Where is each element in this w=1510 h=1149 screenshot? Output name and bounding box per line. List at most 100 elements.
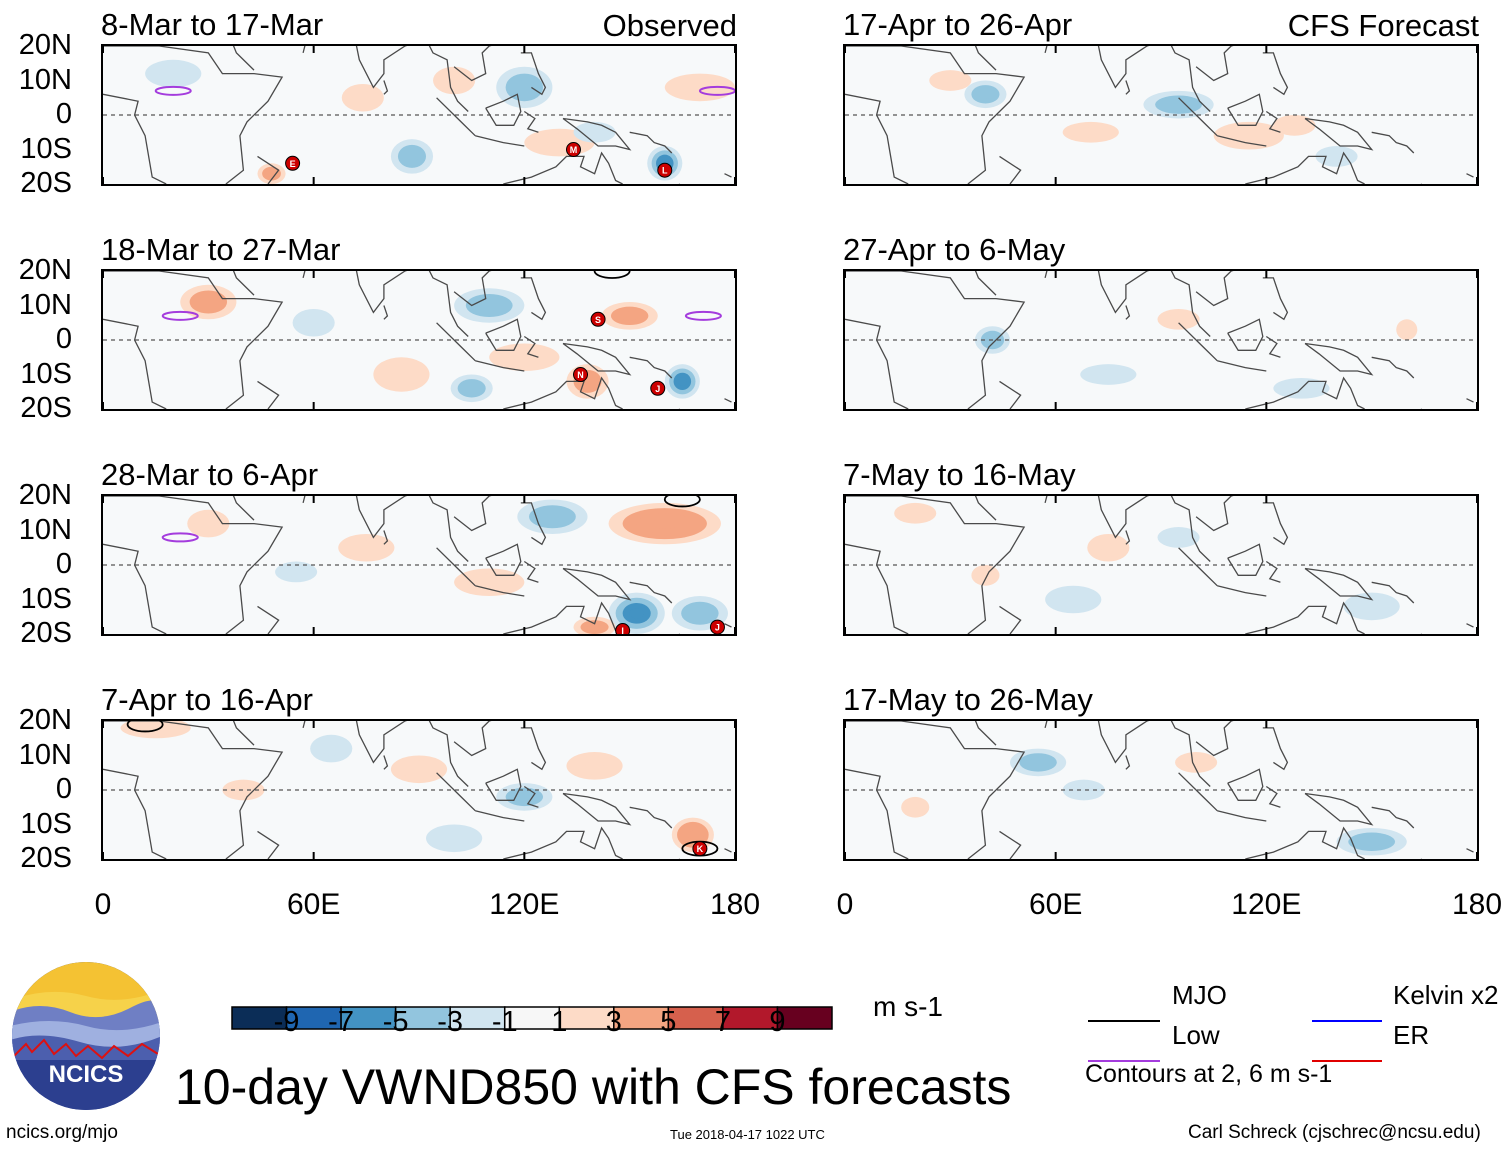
y-tick-label: 20S (20, 167, 72, 199)
anomaly-blob (585, 761, 604, 771)
coastline (1262, 52, 1289, 96)
legend-er-label: ER (1393, 1020, 1430, 1050)
coastline (1125, 80, 1131, 95)
coastline (1304, 342, 1374, 376)
legend-low-label: Low (1172, 1020, 1220, 1050)
coastline (520, 277, 547, 321)
anomaly-blob (320, 741, 342, 756)
x-tick-label: 180 (709, 888, 761, 921)
coastline (1227, 93, 1264, 126)
storm-symbol (692, 841, 708, 857)
colorbar-tick-label: 9 (769, 1006, 786, 1038)
anomaly-blob (939, 75, 961, 86)
map-canvas: K (103, 721, 735, 859)
anomaly-blob (352, 90, 374, 105)
legend-kelvin-label: Kelvin x2 (1393, 980, 1499, 1010)
legend-kelvin-line (1312, 1020, 1382, 1022)
anomaly-blob (687, 830, 699, 840)
colorbar-tick-label: -3 (437, 1006, 464, 1038)
coastline (485, 543, 522, 576)
coastline (845, 46, 1026, 184)
y-tick-label: 10N (18, 288, 72, 321)
colorbar-tick-label: 5 (660, 1006, 677, 1038)
coastline (257, 830, 280, 859)
coastline (1217, 135, 1267, 147)
coastline (355, 271, 469, 337)
coastline (1265, 785, 1281, 808)
anomaly-blob (677, 377, 687, 386)
coastline (974, 496, 997, 521)
colorbar-tick-label: -5 (382, 1006, 409, 1038)
coastline (453, 46, 492, 82)
coastline (523, 560, 539, 583)
map-canvas (845, 46, 1477, 184)
coastline (1217, 810, 1267, 822)
coastline (453, 271, 492, 307)
colorbar (231, 1006, 833, 1030)
coastline (436, 322, 476, 362)
ncics-logo: NCICS (12, 962, 160, 1110)
legend-mjo-line (1088, 1020, 1160, 1022)
coastline (1227, 768, 1264, 801)
anomaly-blob (540, 510, 565, 523)
map-canvas (845, 271, 1477, 409)
coastline (1044, 496, 1048, 504)
mjo-contour (126, 721, 164, 733)
anomaly-blob (1166, 100, 1191, 110)
coastline (562, 792, 632, 826)
coastline (1195, 496, 1234, 532)
anomaly-blob (688, 82, 712, 92)
y-tick-label: 20S (20, 617, 72, 649)
storm-symbol (709, 619, 725, 634)
logo-text: NCICS (49, 1061, 124, 1088)
forecast-map-3 (843, 494, 1479, 636)
mjo-contour (593, 271, 631, 279)
coastline (1178, 547, 1218, 587)
storm-marker: S (590, 311, 606, 327)
anomaly-blob (285, 566, 307, 578)
coastline (520, 727, 547, 771)
coastline (475, 585, 525, 597)
coastline (1125, 530, 1131, 545)
contour-note: Contours at 2, 6 m s-1 (1085, 1060, 1333, 1088)
anomaly-blob (978, 89, 993, 99)
storm-id: J (715, 623, 720, 633)
coastline (383, 80, 389, 95)
coastline (1195, 271, 1234, 307)
colorbar-tick-label: 1 (551, 1006, 568, 1038)
coastline (1245, 826, 1365, 859)
coastline (845, 271, 1026, 409)
panel-title: 17-May to 26-May (843, 682, 1093, 717)
coastline (1217, 585, 1267, 597)
coastline (103, 46, 284, 184)
x-tick-label: 60E (286, 888, 341, 921)
coastline (232, 271, 255, 296)
coastline (974, 46, 997, 71)
forecast-map-2 (843, 269, 1479, 411)
coastline (1262, 502, 1289, 546)
y-tick-label: 10N (18, 63, 72, 96)
coastline (1125, 305, 1131, 320)
y-tick-label: 10N (18, 738, 72, 771)
y-tick-label: 10N (18, 513, 72, 546)
coastline (999, 830, 1022, 859)
coastline (1097, 46, 1211, 112)
storm-symbol (650, 380, 666, 396)
anomaly-blob (690, 607, 710, 620)
map-canvas (845, 496, 1477, 634)
storm-symbol (615, 623, 631, 634)
coastline (302, 496, 306, 504)
anomaly-blob (1401, 324, 1413, 335)
coastline (1466, 173, 1474, 178)
coastline (1304, 117, 1374, 151)
storm-id: N (577, 370, 584, 380)
anomaly-blob (477, 299, 501, 312)
storm-symbol (565, 142, 581, 157)
coastline (1217, 360, 1267, 372)
coastline (523, 335, 539, 358)
coastline (974, 721, 997, 746)
colorbar-tick-label: -1 (491, 1006, 518, 1038)
colorbar-tick-label: 3 (605, 1006, 622, 1038)
coastline (1371, 356, 1415, 379)
